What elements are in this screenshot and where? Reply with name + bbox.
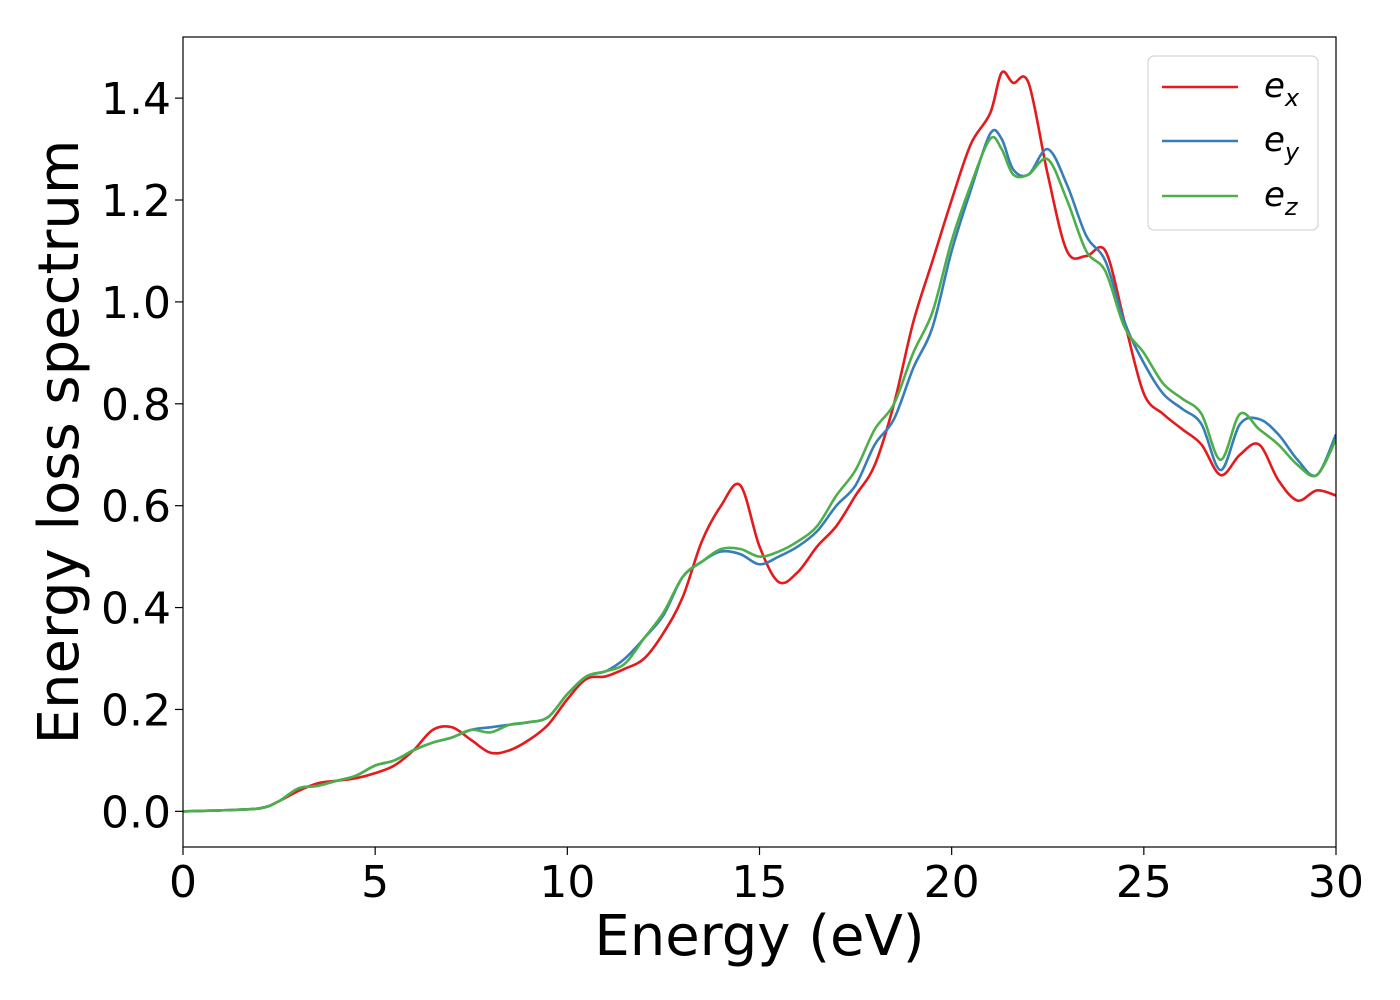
x-tick-label: 15	[732, 857, 788, 908]
y-axis: 0.0 0.2 0.4 0.6 0.8 1.0 1.2 1.4	[101, 74, 183, 838]
x-tick-label: 30	[1308, 857, 1364, 908]
x-axis-label: Energy (eV)	[594, 904, 924, 969]
x-tick-label: 5	[361, 857, 389, 908]
x-tick-label: 10	[539, 857, 595, 908]
legend-label-e-y: ey	[1264, 120, 1300, 166]
legend-label-subscript: y	[1284, 138, 1300, 166]
x-axis: 0 5 10 15 20 25 30	[169, 847, 1364, 908]
y-axis-label: Energy loss spectrum	[27, 140, 92, 745]
y-tick-label: 1.0	[101, 278, 171, 329]
series-line-e-z	[183, 135, 1336, 813]
legend-label-main: e	[1264, 175, 1285, 215]
y-tick-label: 0.2	[101, 685, 171, 736]
legend-box	[1147, 55, 1319, 231]
x-tick-label: 20	[924, 857, 980, 908]
legend-label-subscript: x	[1284, 84, 1300, 112]
legend-label-e-z: ez	[1264, 175, 1299, 221]
y-tick-label: 0.0	[101, 787, 171, 838]
legend-label-main: e	[1264, 120, 1285, 160]
x-tick-label: 25	[1116, 857, 1172, 908]
legend-label-main: e	[1264, 66, 1285, 106]
legend-label-e-x: ex	[1264, 66, 1300, 112]
series-layer	[183, 70, 1336, 813]
y-tick-label: 0.8	[101, 380, 171, 431]
x-tick-label: 0	[169, 857, 197, 908]
y-tick-label: 1.2	[101, 176, 171, 227]
y-tick-label: 0.4	[101, 584, 171, 635]
y-tick-label: 0.6	[101, 482, 171, 533]
y-tick-label: 1.4	[101, 74, 171, 125]
legend-label-subscript: z	[1284, 193, 1299, 221]
